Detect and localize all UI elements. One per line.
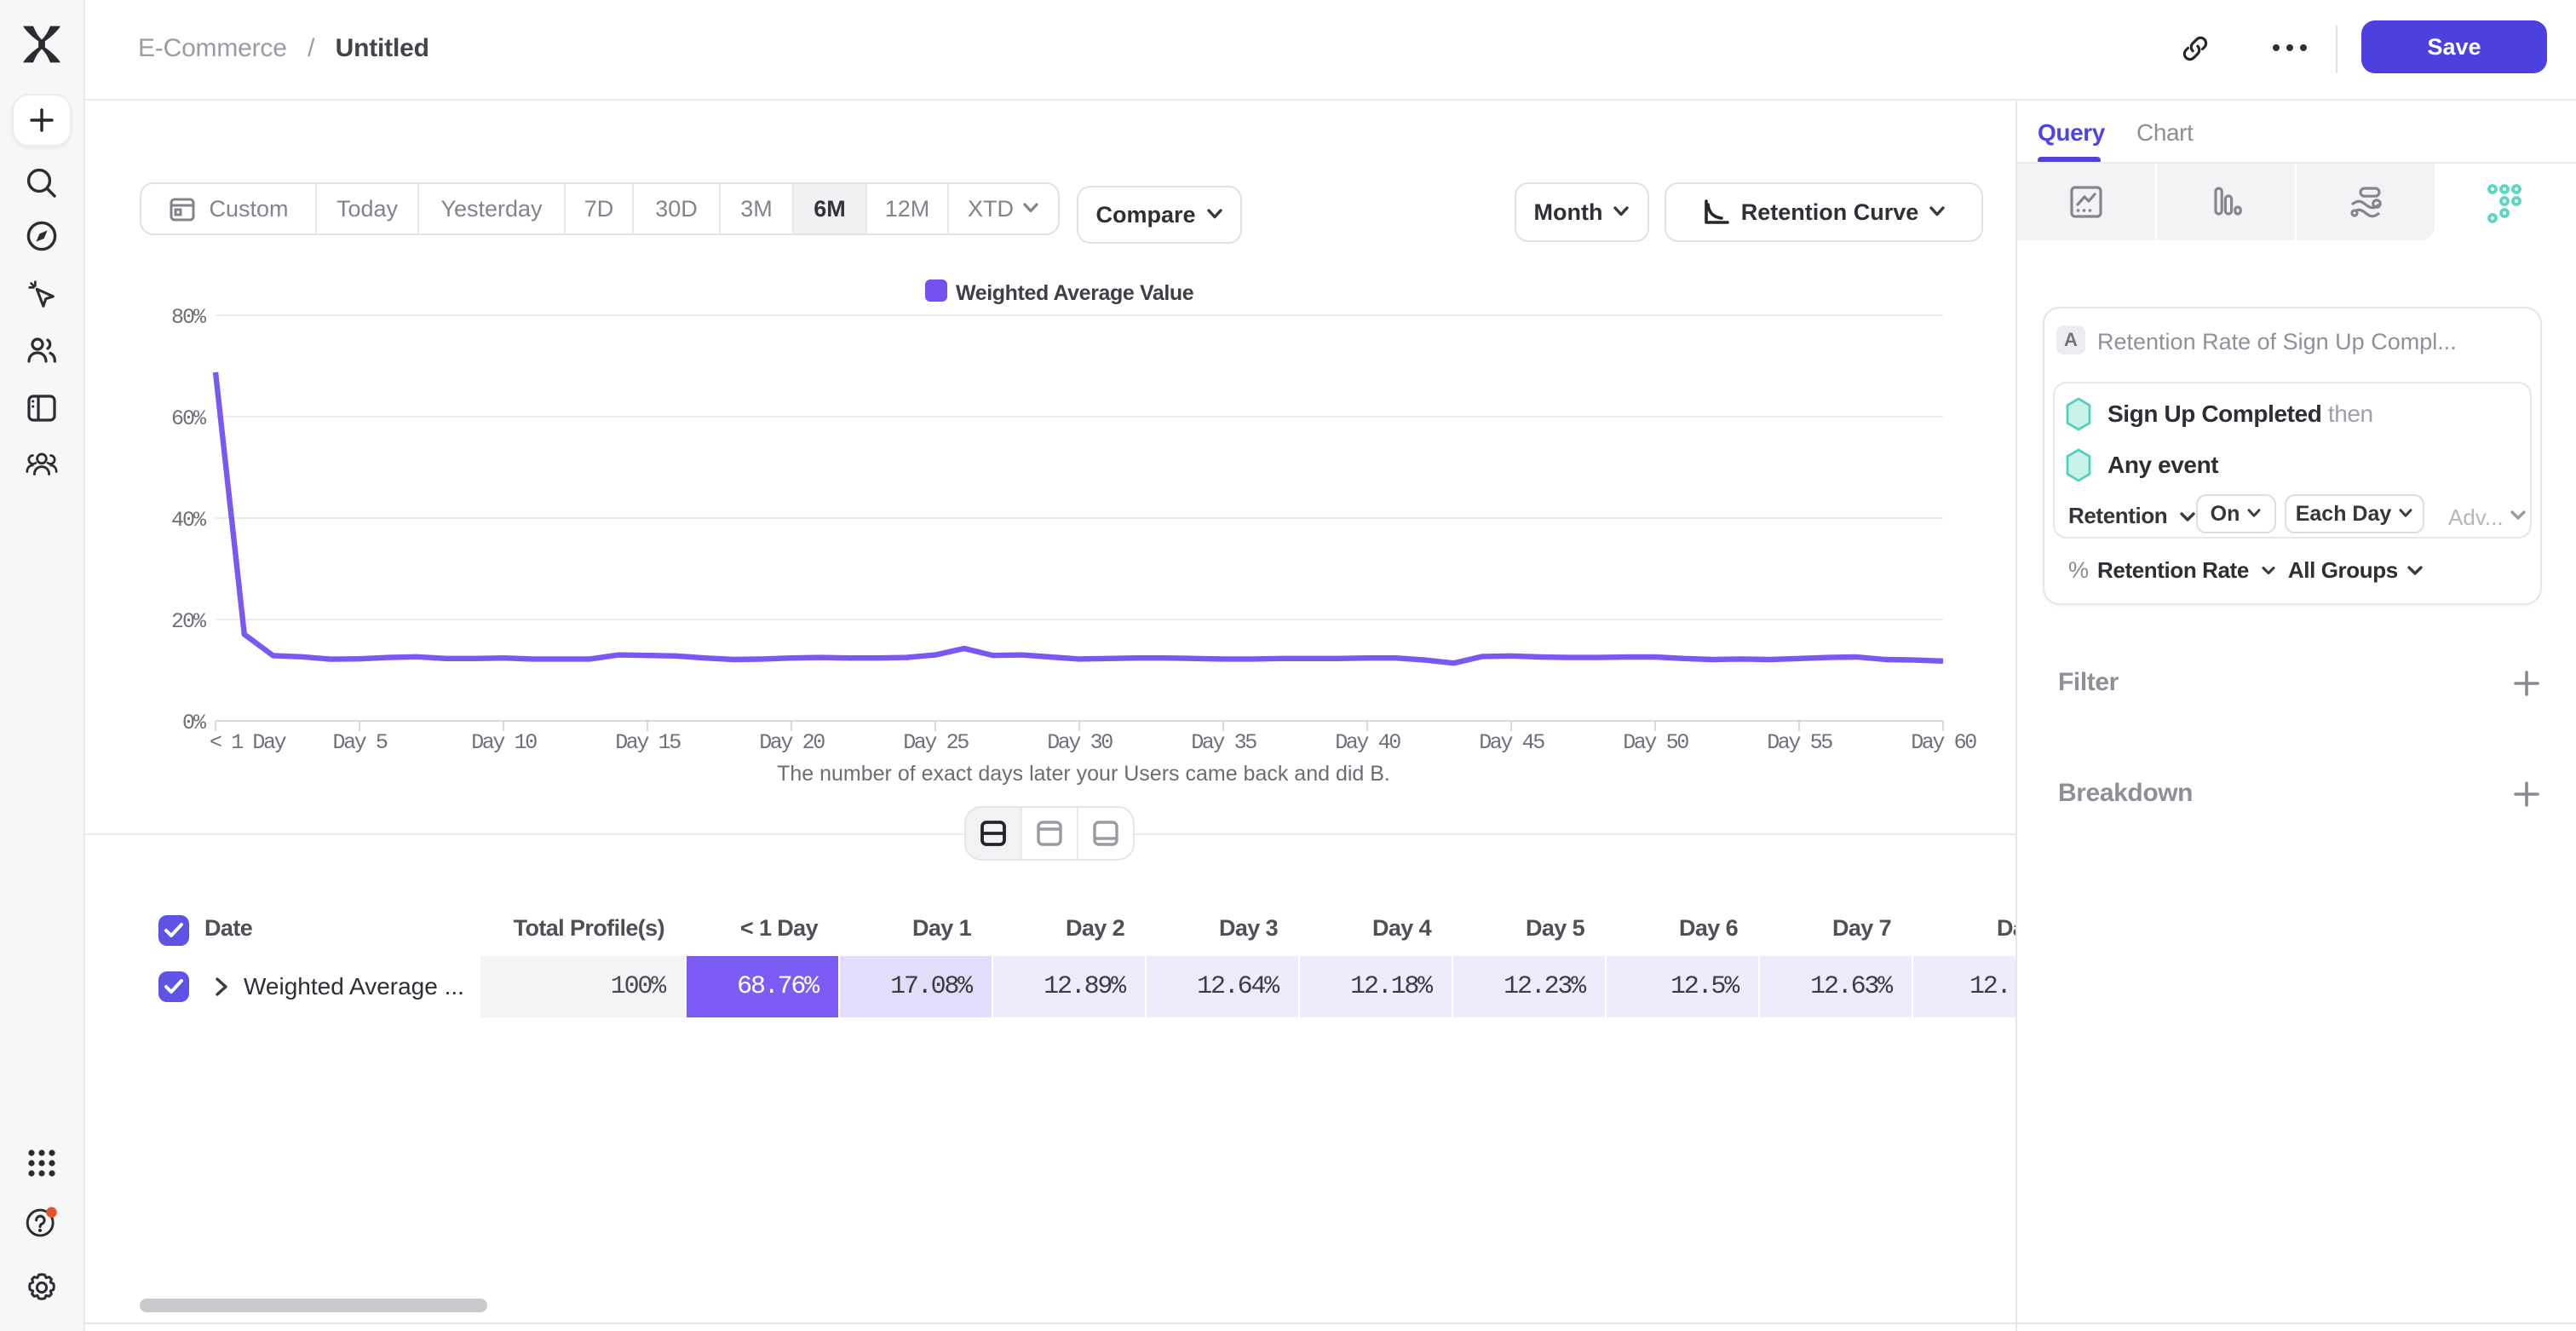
- svg-text:40%: 40%: [171, 508, 207, 533]
- svg-text:Day 60: Day 60: [1911, 730, 1976, 755]
- svg-text:Day 15: Day 15: [615, 730, 681, 755]
- svg-text:60%: 60%: [171, 406, 207, 431]
- svg-text:80%: 80%: [171, 305, 207, 330]
- svg-text:Day 40: Day 40: [1335, 730, 1400, 755]
- svg-text:< 1 Day: < 1 Day: [210, 730, 287, 755]
- svg-text:Day 30: Day 30: [1047, 730, 1113, 755]
- svg-text:Day 25: Day 25: [903, 730, 969, 755]
- svg-text:Day 55: Day 55: [1767, 730, 1832, 755]
- svg-text:Day 5: Day 5: [332, 730, 387, 755]
- svg-text:0%: 0%: [182, 711, 207, 735]
- svg-text:The number of exact days later: The number of exact days later your User…: [777, 762, 1390, 786]
- svg-text:Day 50: Day 50: [1623, 730, 1688, 755]
- svg-text:Day 20: Day 20: [759, 730, 825, 755]
- svg-text:Day 10: Day 10: [471, 730, 537, 755]
- svg-text:20%: 20%: [171, 609, 207, 634]
- svg-text:Day 45: Day 45: [1479, 730, 1544, 755]
- svg-text:Day 35: Day 35: [1191, 730, 1256, 755]
